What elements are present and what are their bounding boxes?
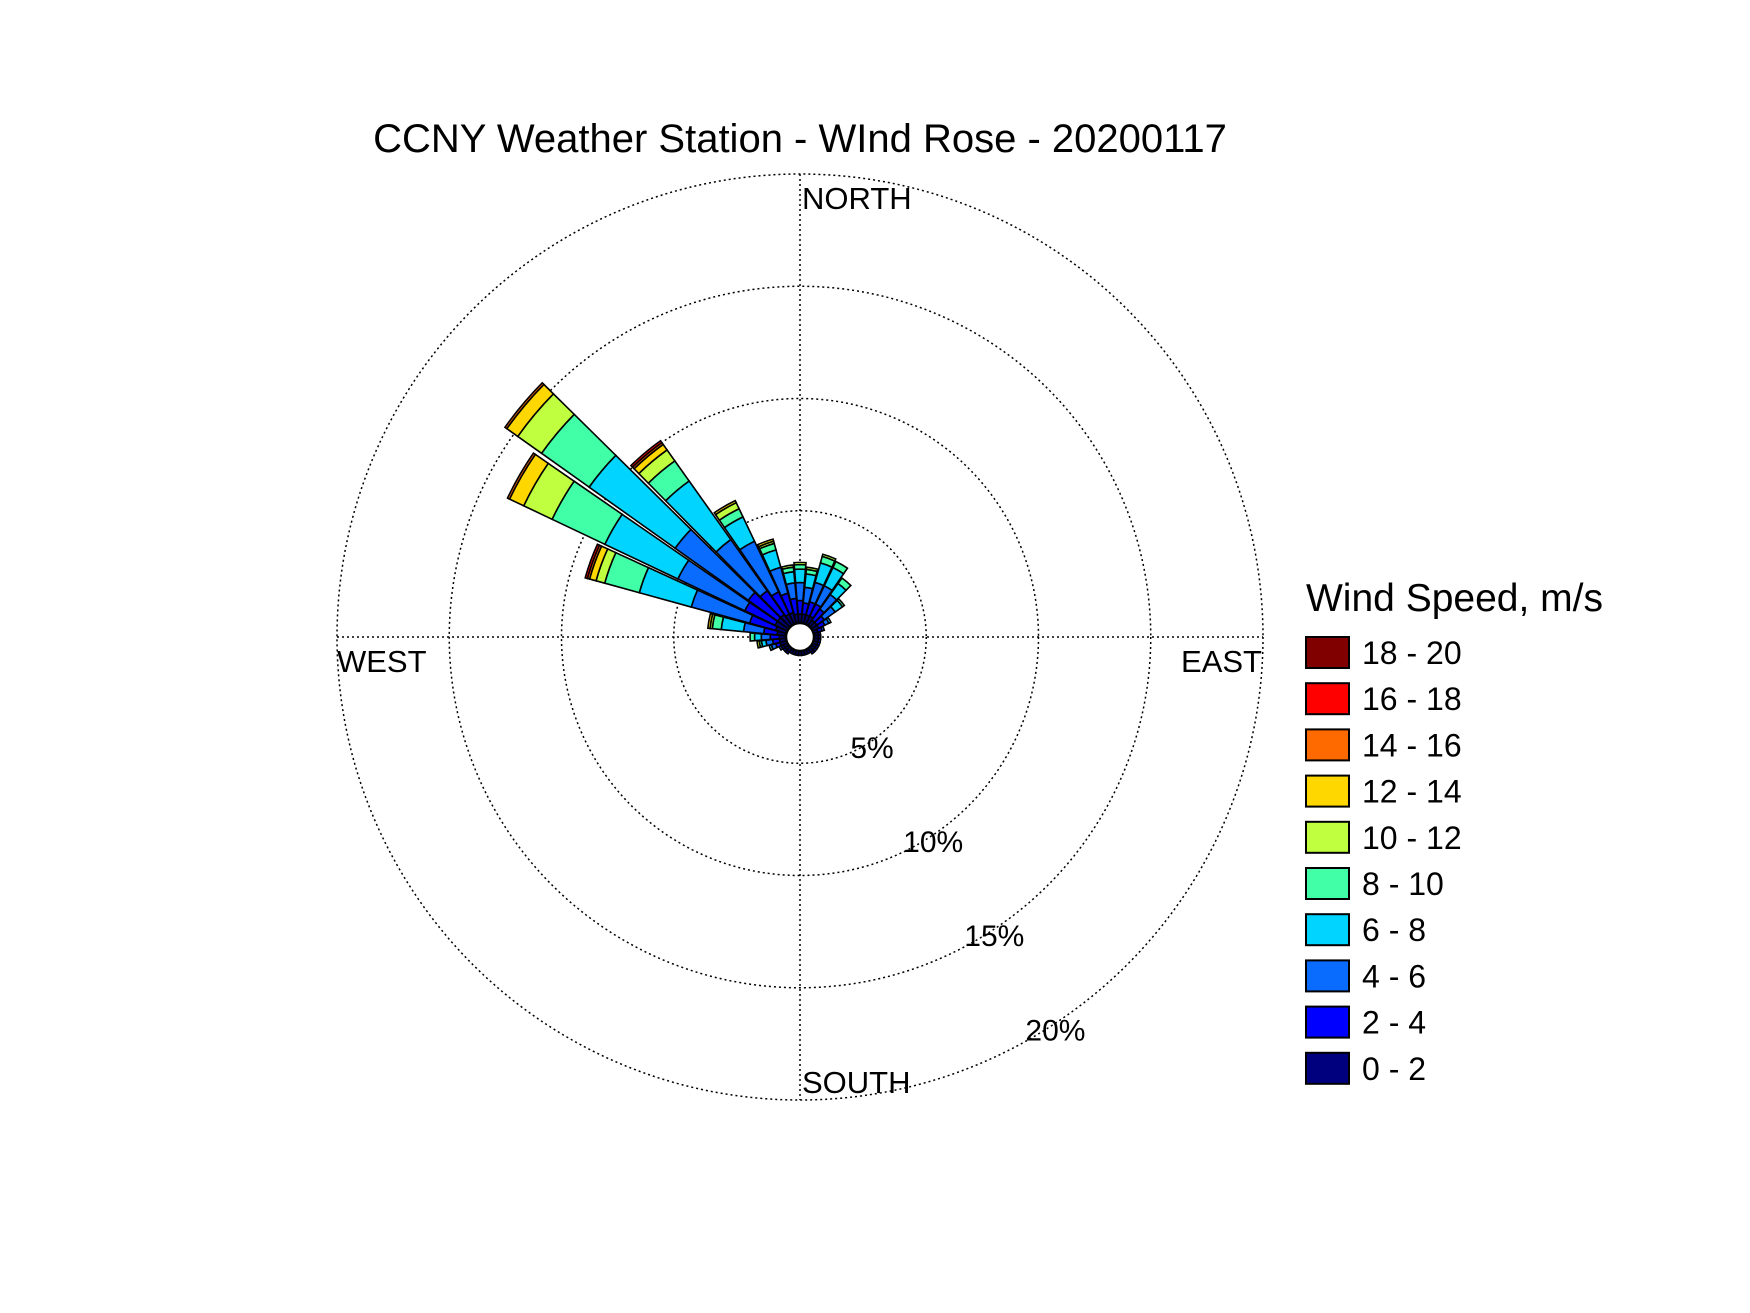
sector-segment — [750, 633, 755, 641]
legend-swatch — [1306, 776, 1349, 807]
legend-swatch — [1306, 1053, 1349, 1084]
legend-swatch — [1306, 868, 1349, 899]
legend-swatch — [1306, 914, 1349, 945]
legend-swatch — [1306, 1007, 1349, 1038]
sector-segment — [821, 626, 824, 630]
legend-title: Wind Speed, m/s — [1306, 577, 1603, 620]
direction-label-west: WEST — [337, 644, 427, 679]
legend-label: 6 - 8 — [1362, 912, 1426, 948]
legend-swatch — [1306, 683, 1349, 714]
legend-label: 18 - 20 — [1362, 635, 1462, 671]
wind-sectors — [505, 383, 851, 656]
radial-tick-label: 10% — [903, 826, 963, 859]
radial-tick-label: 20% — [1025, 1014, 1085, 1047]
legend-label: 2 - 4 — [1362, 1005, 1426, 1041]
legend-label: 8 - 10 — [1362, 866, 1444, 902]
radial-tick-labels: 5% 10% 15% 20% — [850, 732, 1085, 1047]
legend-swatch — [1306, 637, 1349, 668]
legend-label: 10 - 12 — [1362, 820, 1462, 856]
legend-label: 12 - 14 — [1362, 774, 1462, 810]
legend-label: 14 - 16 — [1362, 727, 1462, 763]
chart-title: CCNY Weather Station - WInd Rose - 20200… — [373, 117, 1227, 161]
radial-tick-label: 15% — [964, 920, 1024, 953]
sector-segment — [794, 562, 806, 564]
legend: 18 - 20 16 - 18 14 - 16 12 - 14 10 - 12 8 - 1… — [1306, 635, 1462, 1087]
legend-label: 0 - 2 — [1362, 1051, 1426, 1087]
sector-segment — [755, 633, 762, 640]
legend-label: 16 - 18 — [1362, 681, 1462, 717]
sector-segment — [795, 569, 806, 583]
legend-swatch — [1306, 960, 1349, 991]
legend-swatch — [1306, 729, 1349, 760]
direction-label-north: NORTH — [802, 181, 912, 216]
legend-swatch — [1306, 822, 1349, 853]
sector-segment — [757, 641, 760, 648]
center-circle — [786, 623, 814, 651]
legend-label: 4 - 6 — [1362, 958, 1426, 994]
direction-label-east: EAST — [1181, 644, 1262, 679]
direction-label-south: SOUTH — [802, 1065, 911, 1100]
radial-tick-label: 5% — [850, 732, 893, 765]
